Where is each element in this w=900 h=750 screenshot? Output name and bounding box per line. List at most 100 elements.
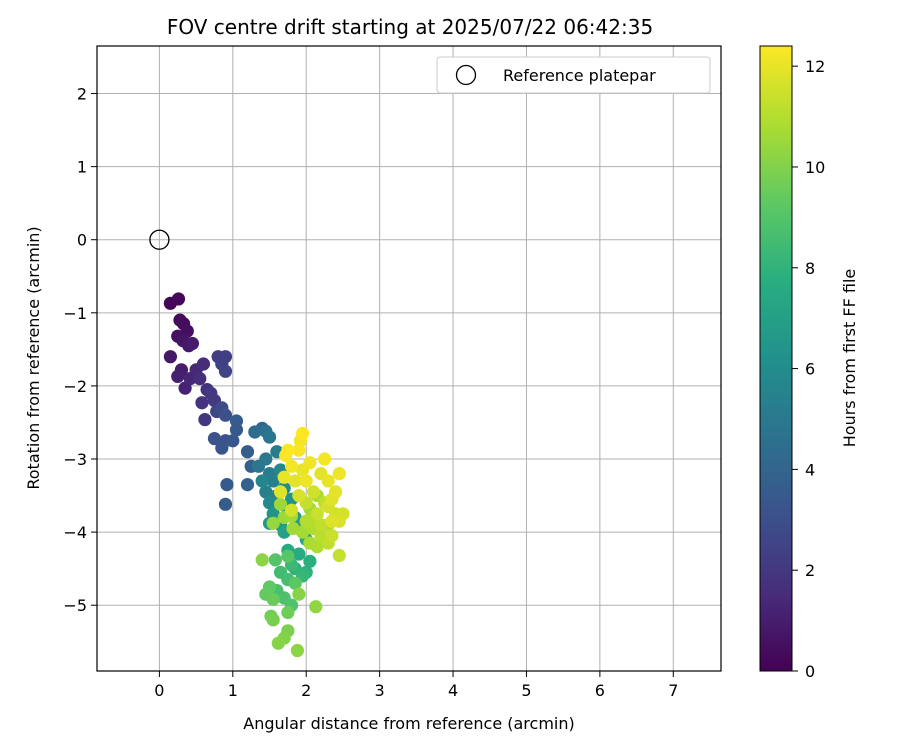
colorbar-tick-label: 0 [805, 662, 815, 681]
data-point [332, 467, 346, 481]
data-point [266, 613, 280, 627]
x-tick-label: 4 [448, 681, 458, 700]
legend-marker [455, 64, 477, 86]
data-point [220, 477, 234, 492]
data-point [266, 592, 280, 606]
data-point [328, 485, 343, 499]
data-point [295, 525, 310, 539]
chart-title: FOV centre drift starting at 2025/07/22 … [167, 15, 653, 39]
x-tick-label: 1 [228, 681, 238, 700]
colorbar-tick-label: 4 [805, 460, 815, 479]
colorbar-tick-label: 6 [805, 360, 815, 379]
x-tick-label: 0 [154, 681, 164, 700]
data-point [196, 357, 211, 371]
x-tick-label: 2 [301, 681, 311, 700]
data-point [288, 576, 302, 590]
colorbar-tick-label: 8 [805, 259, 815, 278]
colorbar-tick-label: 10 [805, 158, 825, 177]
colorbar-tick-label: 2 [805, 561, 815, 580]
colorbar [759, 45, 793, 672]
data-point [303, 456, 317, 470]
y-tick-label: −3 [63, 450, 87, 469]
data-point [259, 485, 273, 499]
y-axis-label: Rotation from reference (arcmin) [24, 226, 43, 489]
y-tick-label: 0 [77, 231, 87, 250]
plot-frame [96, 45, 722, 672]
y-axis-ticks: −5 −4 −3 −2 −1 0 1 2 [63, 85, 97, 615]
y-tick-label: −4 [63, 523, 87, 542]
colorbar-tick-label: 12 [805, 57, 825, 76]
data-point [271, 636, 285, 650]
data-point [288, 474, 302, 488]
data-point [317, 452, 332, 466]
data-point [299, 514, 313, 528]
data-point [314, 518, 328, 532]
data-point [218, 364, 233, 378]
data-point [218, 497, 233, 511]
legend-box [436, 56, 711, 94]
data-point [325, 529, 339, 543]
data-point [284, 503, 299, 517]
data-point [325, 514, 339, 528]
data-point [299, 474, 313, 488]
data-point [255, 553, 269, 567]
data-point [295, 426, 310, 441]
y-tick-label: −5 [63, 596, 87, 615]
data-point [262, 430, 277, 444]
x-axis-label: Angular distance from reference (arcmin) [243, 714, 574, 733]
data-point [277, 470, 291, 484]
data-point [248, 425, 262, 439]
data-point [259, 452, 273, 466]
data-point [171, 369, 185, 384]
data-point [332, 548, 346, 563]
y-tick-label: −2 [63, 377, 87, 396]
data-point [292, 587, 306, 601]
data-point [266, 474, 280, 488]
data-point [292, 547, 306, 561]
data-point [284, 459, 299, 473]
x-tick-label: 5 [521, 681, 531, 700]
x-tick-label: 6 [595, 681, 605, 700]
y-tick-label: −1 [63, 304, 87, 323]
y-tick-label: 1 [77, 158, 87, 177]
data-point [290, 643, 305, 658]
data-point [163, 350, 178, 364]
data-point [273, 485, 288, 499]
data-point [303, 554, 317, 568]
data-point [281, 549, 295, 563]
data-point [273, 497, 288, 511]
data-point [198, 412, 212, 427]
y-tick-label: 2 [77, 85, 87, 104]
x-tick-label: 3 [375, 681, 385, 700]
legend-label: Reference platepar [503, 66, 656, 85]
data-point [218, 408, 233, 422]
data-point [309, 600, 323, 614]
data-point [281, 443, 295, 457]
data-point [310, 540, 324, 554]
colorbar-label: Hours from first FF file [840, 269, 859, 448]
data-point [207, 431, 222, 446]
data-point [171, 292, 186, 306]
data-point [292, 443, 306, 457]
data-point [306, 485, 321, 499]
data-point [321, 474, 335, 488]
data-point [240, 477, 255, 492]
data-point [281, 605, 295, 620]
x-tick-label: 7 [668, 681, 678, 700]
data-point [215, 441, 229, 455]
x-axis-ticks: 0 1 2 3 4 5 6 7 [154, 671, 678, 700]
data-point [195, 396, 209, 410]
grid-lines [97, 46, 721, 671]
data-point [262, 496, 277, 510]
data-point [310, 507, 324, 521]
reference-marker [149, 229, 170, 250]
data-point [229, 414, 244, 428]
data-point [185, 336, 200, 351]
data-point [255, 474, 269, 488]
data-point [266, 516, 280, 530]
data-point [226, 434, 240, 448]
data-point [292, 488, 306, 503]
scatter-points [163, 292, 350, 658]
data-point [240, 445, 255, 459]
